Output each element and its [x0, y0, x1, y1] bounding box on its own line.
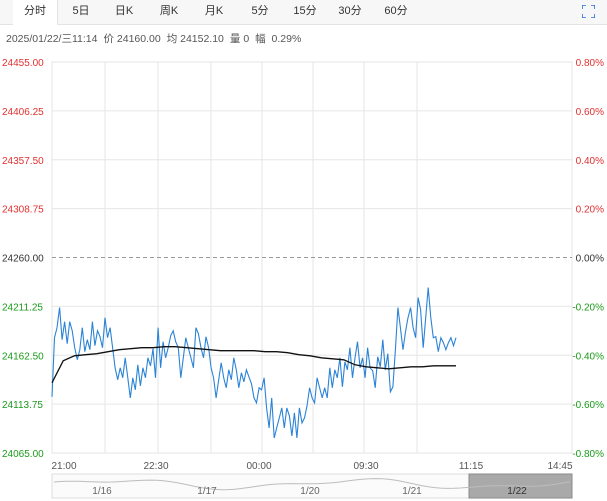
y-tick-label: 24406.25	[2, 107, 44, 118]
x-tick-label: 21:00	[51, 461, 76, 472]
range-navigator[interactable]: 1/16 1/17 1/20 1/21 1/22	[51, 473, 573, 499]
tab-30-min[interactable]: 30分	[338, 5, 362, 17]
navigator-date-label: 1/22	[507, 486, 527, 497]
tab-5-day[interactable]: 5日	[72, 5, 90, 17]
x-tick-label: 14:45	[547, 461, 572, 472]
tab-monthly-k[interactable]: 月K	[204, 5, 224, 17]
y-tick-label: 24357.50	[2, 156, 44, 167]
period-tab-bar: 分时 5日 日K 周K 月K 5分 15分 30分 60分	[0, 0, 607, 25]
tab-5-min[interactable]: 5分	[251, 5, 269, 17]
navigator-date-label: 1/20	[300, 486, 320, 497]
navigator-date-label: 1/21	[402, 486, 422, 497]
y-tick-label-percent: -0.20%	[572, 302, 604, 313]
navigator-date-label: 1/16	[92, 486, 112, 497]
tab-daily-k[interactable]: 日K	[114, 5, 134, 17]
quote-change: 幅 0.29%	[255, 33, 302, 45]
chart-series	[51, 287, 457, 439]
navigator-sparkline	[53, 478, 571, 491]
chart-grid	[51, 61, 573, 454]
x-tick-label: 09:30	[353, 461, 378, 472]
y-tick-label-percent: 0.00%	[576, 254, 604, 265]
quote-info-bar: 2025/01/22/三11:14 价 24160.00 均 24152.10 量 0…	[6, 31, 307, 46]
x-tick-label: 11:15	[459, 461, 484, 472]
tab-15-min[interactable]: 15分	[293, 5, 317, 17]
y-tick-label: 24065.00	[2, 449, 44, 460]
tab-60-min[interactable]: 60分	[384, 5, 408, 17]
x-tick-label: 22:30	[143, 461, 168, 472]
y-tick-label: 24308.75	[2, 205, 44, 216]
price-line	[51, 287, 457, 439]
average-price-line	[51, 346, 456, 384]
tab-intraday[interactable]: 分时	[13, 0, 58, 25]
quote-average: 均 24152.10	[166, 33, 224, 45]
y-tick-label: 24113.75	[2, 400, 43, 411]
y-tick-label-percent: 0.20%	[576, 205, 604, 216]
y-tick-label-percent: 0.40%	[576, 156, 604, 167]
y-tick-label: 24455.00	[2, 58, 44, 69]
y-tick-label-percent: 0.80%	[576, 58, 604, 69]
tab-weekly-k[interactable]: 周K	[159, 5, 179, 17]
y-tick-label-percent: -0.40%	[572, 351, 604, 362]
y-axis-percent-labels: 0.80% 0.60% 0.40% 0.20% 0.00% -0.20% -0.40% -0.…	[572, 58, 604, 460]
y-tick-label-percent: 0.60%	[576, 107, 604, 118]
x-tick-label: 00:00	[246, 461, 271, 472]
x-axis-time-labels: 21:00 22:30 00:00 09:30 11:15 14:45	[51, 461, 572, 472]
quote-datetime: 2025/01/22/三11:14	[6, 33, 98, 45]
navigator-date-label: 1/17	[197, 486, 217, 497]
quote-price: 价 24160.00	[103, 33, 161, 45]
y-tick-label: 24260.00	[2, 254, 44, 265]
quote-volume: 量 0	[229, 33, 250, 45]
y-tick-label-percent: -0.60%	[572, 400, 604, 411]
y-tick-label: 24162.50	[2, 351, 44, 362]
y-axis-price-labels: 24455.00 24406.25 24357.50 24308.75 24260.00…	[2, 58, 44, 460]
y-tick-label-percent: -0.80%	[572, 449, 604, 460]
y-tick-label: 24211.25	[2, 302, 43, 313]
